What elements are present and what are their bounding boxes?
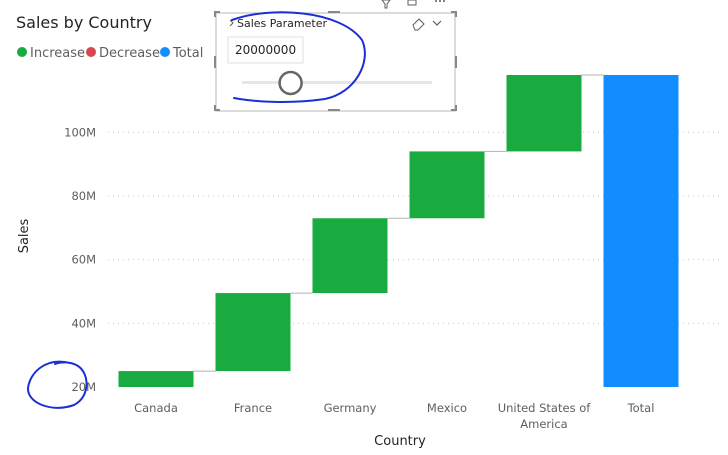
bar-united-states-of-america[interactable] [506,75,582,152]
focus-mode-icon[interactable] [407,0,417,6]
bar-france[interactable] [215,293,291,372]
more-options-icon[interactable] [435,0,445,2]
y-tick-label: 80M [71,189,96,203]
bar-canada[interactable] [118,371,194,387]
legend-total-marker [160,47,170,57]
legend-increase-marker [17,47,27,57]
bar-germany[interactable] [312,218,388,294]
y-tick-label: 100M [64,125,96,139]
connectors [193,74,604,372]
x-tick-label: Mexico [427,401,467,415]
x-axis-title: Country [374,434,426,449]
slicer-title: Sales Parameter [237,17,327,30]
ink-annotation-20m [26,360,88,409]
x-axis-ticks: Canada France Germany Mexico United States o… [134,401,654,431]
slicer-value-input[interactable] [227,36,304,64]
slicer-value-text: 20000000 [235,43,296,57]
slider-thumb[interactable] [278,70,303,96]
x-tick-label: Germany [324,401,377,415]
bar-total[interactable] [603,75,679,387]
chart-title: Sales by Country [16,13,152,32]
x-tick-label: Canada [134,401,178,415]
x-tick-label: Total [627,401,655,415]
bars [118,75,679,387]
ink-annotation-slicer [231,11,366,103]
x-tick-label: United States of America [498,401,592,431]
bar-mexico[interactable] [409,151,485,219]
slicer-resize-handles[interactable] [214,11,457,111]
y-tick-label: 20M [71,380,96,394]
legend-increase-label[interactable]: Increase [30,46,85,61]
y-axis-title: Sales [17,218,32,253]
legend-decrease-label[interactable]: Decrease [99,46,160,61]
sales-parameter-slicer: Sales Parameter 20000000 [214,0,457,112]
eraser-icon[interactable] [412,18,425,31]
filter-icon[interactable] [381,0,391,9]
slider-track[interactable] [242,81,432,84]
legend-total-label[interactable]: Total [172,46,203,61]
legend-decrease-marker [86,47,96,57]
y-tick-label: 60M [71,253,96,267]
chevron-right-icon[interactable] [229,19,234,27]
chevron-down-icon[interactable] [432,20,442,26]
y-axis-ticks: 20M 40M 60M 80M 100M [64,125,96,394]
legend: Increase Decrease Total [17,46,203,61]
y-tick-label: 40M [71,316,96,330]
x-tick-label: France [234,401,272,415]
